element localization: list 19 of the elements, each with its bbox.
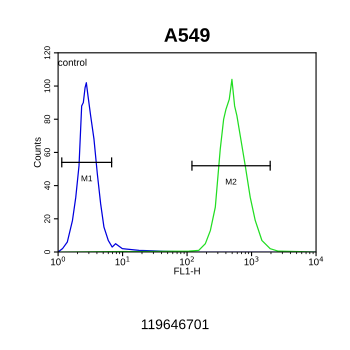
x-tick-label: 10$^{1}$ — [116, 256, 130, 266]
chart-title: A549 — [164, 28, 210, 42]
x-tick-label: 10$^{2}$ — [180, 256, 194, 266]
y-tick-label: 40 — [44, 181, 50, 190]
annotation: M2 — [226, 178, 236, 185]
y-tick-label: 20 — [44, 214, 50, 224]
y-tick-label: 0 — [44, 250, 50, 254]
y-tick-label: 120 — [44, 46, 50, 60]
annotation: control — [58, 58, 86, 66]
y-tick-label: 60 — [44, 148, 50, 157]
y-axis-title: Counts — [34, 137, 41, 168]
text: 119646701 — [142, 319, 209, 330]
y-tick-label: 100 — [44, 79, 50, 92]
x-tick-label: 10$^{4}$ — [309, 256, 324, 266]
x-tick-label: 10$^{3}$ — [244, 256, 258, 266]
annotation: M1 — [82, 175, 92, 182]
y-tick-label: 80 — [44, 114, 50, 124]
x-axis-title: FL1-H — [174, 268, 200, 274]
x-tick-label: 10$^{0}$ — [51, 256, 66, 266]
